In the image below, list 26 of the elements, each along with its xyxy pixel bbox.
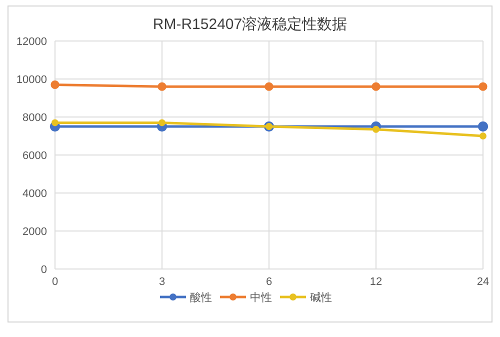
chart-title: RM-R152407溶液稳定性数据 [152, 16, 348, 33]
point [478, 82, 488, 91]
y-tick-label: 6000 [22, 150, 47, 162]
point [264, 82, 274, 91]
point [372, 82, 380, 91]
x-tick-label: 6 [266, 276, 272, 288]
point [478, 121, 488, 132]
x-tick-label: 0 [52, 276, 58, 288]
y-tick-label: 0 [40, 264, 47, 276]
point [50, 80, 60, 89]
x-tick-label: 24 [476, 276, 490, 288]
legend-label: 中性 [250, 291, 272, 304]
point [158, 119, 166, 126]
x-tick-label: 12 [370, 276, 382, 288]
y-tick-label: 4000 [22, 188, 47, 200]
y-tick-label: 10000 [16, 74, 47, 86]
point [372, 126, 380, 133]
point [158, 82, 166, 91]
point [52, 119, 58, 126]
y-tick-label: 8000 [22, 112, 47, 124]
x-tick-label: 3 [158, 276, 166, 288]
legend-label: 酸性 [190, 292, 212, 304]
y-tick-label: 2000 [22, 226, 47, 238]
point [480, 132, 486, 140]
legend-label: 碱性 [310, 291, 332, 304]
y-tick-label: 12000 [16, 36, 47, 48]
